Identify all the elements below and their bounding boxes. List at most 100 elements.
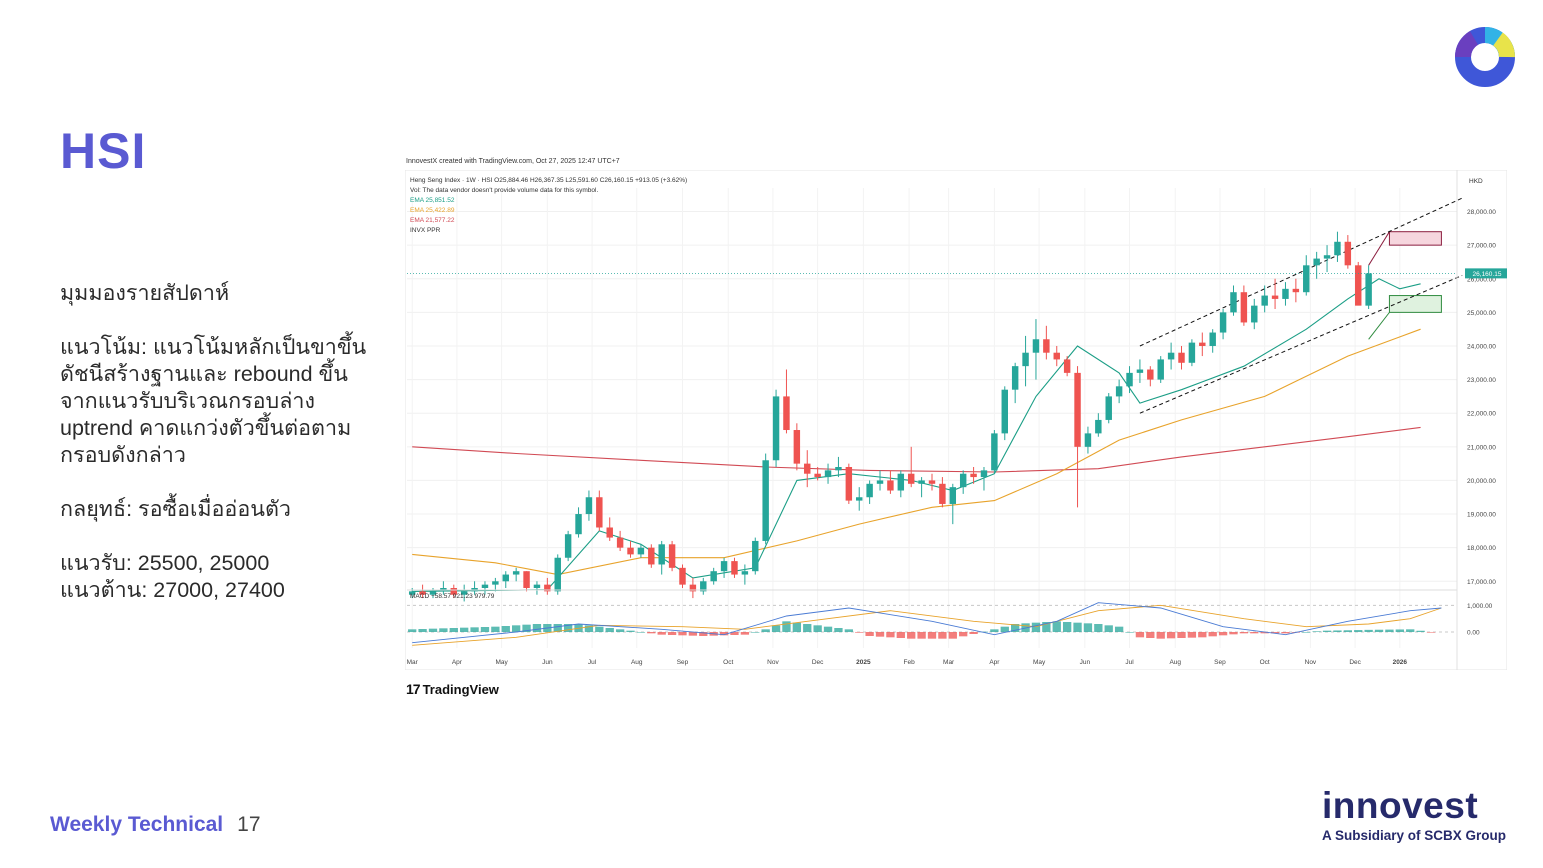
candle-body [710,571,717,582]
candle-body [1188,342,1196,363]
candle-body [1095,419,1102,434]
macd-histogram-bar [460,627,469,632]
candle-body [408,591,416,595]
macd-histogram-bar [1312,631,1321,632]
candle-body [928,480,936,484]
candle-body [616,537,624,548]
macd-histogram-bar [595,626,604,632]
macd-histogram-bar [979,631,989,633]
x-tick-label: Mar [943,659,955,666]
tradingview-brand: TradingView [422,682,499,697]
candle-body [772,396,780,461]
macd-histogram-bar [938,632,947,639]
candle-body [814,473,821,478]
x-tick-label: Dec [1349,659,1361,666]
y-tick-label: 21,000.00 [1467,444,1496,451]
macd-histogram-bar [470,627,479,632]
candle-body [980,470,988,478]
candle-body [1199,342,1206,346]
macd-histogram-bar [948,632,957,639]
candle-body [907,473,915,484]
candle-body [918,480,925,484]
macd-histogram-bar [834,628,843,632]
candle-body [1001,389,1008,434]
macd-histogram-bar [1302,632,1311,633]
macd-histogram-bar [990,629,999,632]
candle-body [959,473,967,488]
macd-histogram-bar [969,632,978,634]
candle-body [564,534,572,558]
candle-body [648,547,655,565]
brand-sub: A Subsidiary of SCBX Group [1322,828,1507,843]
macd-histogram-bar [1354,630,1363,632]
macd-histogram-bar [428,628,438,632]
y-tick-label: 27,000.00 [1467,243,1496,250]
candle-body [1084,433,1092,447]
macd-histogram-bar [501,626,510,632]
macd-histogram-bar [1146,632,1155,638]
x-tick-label: Aug [1169,659,1181,666]
support-zone [1388,295,1442,313]
candle-body [1115,386,1123,397]
axes: 17,000.00 18,000.00 19,000.00 20,000.00 21,0… [407,170,1507,670]
page-number: 17 [237,813,261,836]
footer-label: Weekly Technical [50,813,224,836]
macd-histogram-bar [844,629,853,632]
macd-label: MACD −58.57 921.23 979.79 [410,593,495,600]
candle-body [606,527,613,538]
resistance-text: แนวต้าน: 27000, 27400 [60,578,285,602]
x-tick-label: Sep [1214,659,1226,666]
macd-histogram-bar [584,625,594,632]
macd-pane [408,602,1442,646]
macd-histogram-bar [1426,632,1436,633]
candle-body [512,571,520,575]
x-tick-label: Apr [989,659,1000,666]
strategy-text: กลยุทธ์: รอซื้อเมื่ออ่อนตัว [60,497,291,521]
commentary-panel: มุมมองรายสัปดาห์ แนวโน้ม: แนวโน้มหลักเป็… [60,280,390,604]
candle-body [824,470,832,478]
y-tick-label: 24,000.00 [1467,343,1496,350]
footer: Weekly Technical 17 [50,813,261,837]
x-tick-label: Jun [542,659,553,666]
candle-body [1313,258,1320,266]
candle-body [1178,352,1185,363]
x-tick-label: Oct [1260,659,1270,666]
candle-body [1261,295,1268,306]
macd-histogram-bar [1374,629,1384,632]
macd-histogram-bar [647,632,656,634]
macd-histogram-bar [751,632,760,633]
macd-histogram-bar [917,632,926,639]
candle-body [835,466,842,471]
macd-histogram-bar [636,632,646,633]
candle-body [1157,359,1164,380]
candle-body [866,483,873,498]
macd-histogram-bar [927,632,937,639]
macd-histogram-bar [418,629,427,632]
macd-histogram-bar [740,632,750,635]
x-tick-label: Apr [452,659,463,666]
support-text: แนวรับ: 25500, 25000 [60,551,270,575]
macd-histogram-bar [1104,625,1113,632]
candle-body [752,540,759,572]
x-tick-label: 2026 [1393,659,1408,666]
macd-histogram-bar [907,632,916,639]
macd-histogram-bar [667,632,677,635]
page-title: HSI [60,123,147,179]
candle-body [481,584,489,588]
candle-body [1167,352,1175,360]
macd-histogram-bar [1281,632,1290,634]
macd-histogram-bar [1343,630,1352,632]
macd-histogram-bar [439,628,448,632]
macd-histogram-bar [813,625,822,632]
macd-histogram-bar [1416,630,1425,632]
candle-body [1344,241,1352,266]
y-tick-label: 22,000.00 [1467,411,1496,418]
candle-body [429,591,437,595]
macd-histogram-bar [699,632,708,636]
candle-body [845,466,853,501]
macd-tick-label: 1,000.00 [1467,603,1493,610]
x-tick-label: Jun [1080,659,1091,666]
macd-signal-line [412,604,1442,646]
macd-histogram-bar [657,632,666,635]
candle-body [1074,372,1081,447]
